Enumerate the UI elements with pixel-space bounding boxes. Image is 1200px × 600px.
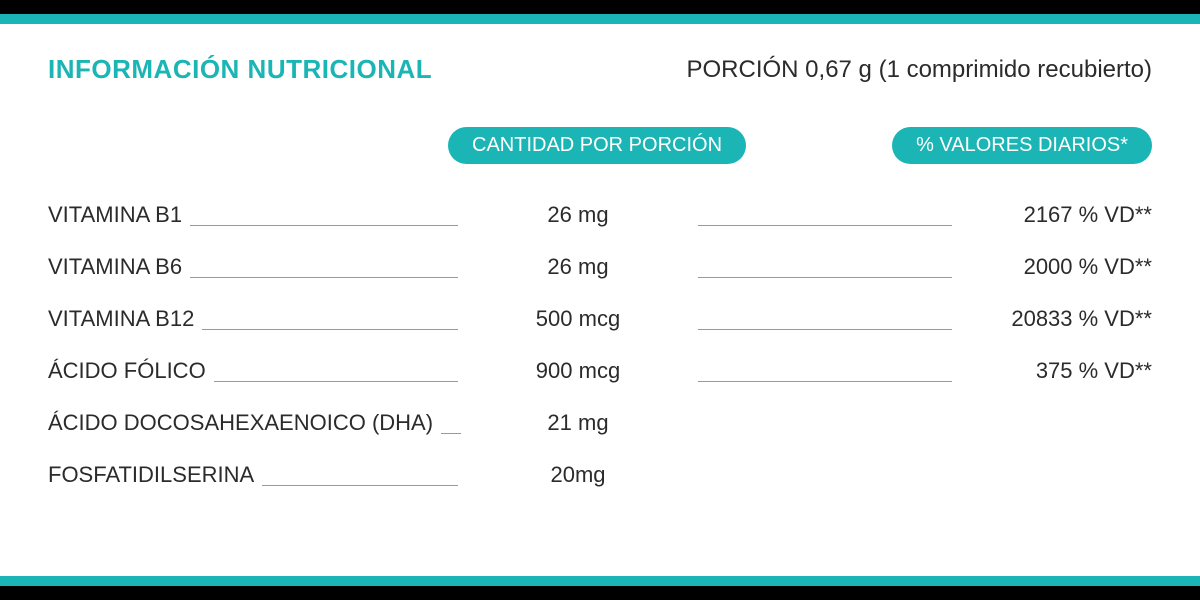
col3-wrap: 2000 % VD** — [698, 254, 1152, 284]
amount-value: 26 mg — [508, 202, 648, 232]
col3-wrap: 20833 % VD** — [698, 306, 1152, 336]
nutrient-name: VITAMINA B12 — [48, 306, 202, 336]
col2-wrap: 900 mcg — [458, 358, 698, 388]
content-area: INFORMACIÓN NUTRICIONAL PORCIÓN 0,67 g (… — [0, 24, 1200, 526]
top-teal-bar — [0, 14, 1200, 24]
col1-wrap: VITAMINA B1 — [48, 202, 458, 232]
col1-wrap: VITAMINA B6 — [48, 254, 458, 284]
table-row: VITAMINA B6 26 mg 2000 % VD** — [48, 246, 1152, 284]
table-row: VITAMINA B12 500 mcg 20833 % VD** — [48, 298, 1152, 336]
col1-wrap: ÁCIDO FÓLICO — [48, 358, 458, 388]
col1-wrap: FOSFATIDILSERINA — [48, 462, 458, 492]
bottom-bars — [0, 576, 1200, 600]
dv-value: 2000 % VD** — [952, 254, 1152, 284]
amount-header-pill: CANTIDAD POR PORCIÓN — [448, 127, 746, 164]
nutrient-name: VITAMINA B6 — [48, 254, 190, 284]
bottom-black-bar — [0, 586, 1200, 600]
leader-line — [698, 381, 952, 382]
leader-line — [262, 485, 458, 486]
col2-wrap: 26 mg — [458, 202, 698, 232]
leader-line — [190, 277, 458, 278]
nutrient-name: ÁCIDO DOCOSAHEXAENOICO (DHA) — [48, 410, 441, 440]
col2-wrap: 20mg — [458, 462, 698, 492]
top-black-bar — [0, 0, 1200, 14]
amount-value: 500 mcg — [508, 306, 648, 336]
col2-wrap: 26 mg — [458, 254, 698, 284]
col2-wrap: 500 mcg — [458, 306, 698, 336]
col3-wrap: 375 % VD** — [698, 358, 1152, 388]
amount-value: 900 mcg — [508, 358, 648, 388]
table-row: VITAMINA B1 26 mg 2167 % VD** — [48, 194, 1152, 232]
bottom-teal-bar — [0, 576, 1200, 586]
column-headers: CANTIDAD POR PORCIÓN % VALORES DIARIOS* — [48, 127, 1152, 164]
leader-line — [190, 225, 458, 226]
col3-wrap: 2167 % VD** — [698, 202, 1152, 232]
nutrient-name: VITAMINA B1 — [48, 202, 190, 232]
table-row: ÁCIDO FÓLICO 900 mcg 375 % VD** — [48, 350, 1152, 388]
dv-value: 20833 % VD** — [952, 306, 1152, 336]
leader-line — [698, 225, 952, 226]
header-row: INFORMACIÓN NUTRICIONAL PORCIÓN 0,67 g (… — [48, 54, 1152, 85]
title: INFORMACIÓN NUTRICIONAL — [48, 54, 432, 85]
nutrient-name: FOSFATIDILSERINA — [48, 462, 262, 492]
nutrient-name: ÁCIDO FÓLICO — [48, 358, 214, 388]
amount-value: 20mg — [508, 462, 648, 492]
table-row: ÁCIDO DOCOSAHEXAENOICO (DHA) 21 mg — [48, 402, 1152, 440]
col2-wrap: 21 mg — [458, 410, 698, 440]
dv-header-pill: % VALORES DIARIOS* — [892, 127, 1152, 164]
rows-container: VITAMINA B1 26 mg 2167 % VD** VITAMINA B6 26… — [48, 194, 1152, 492]
leader-line — [214, 381, 458, 382]
col1-wrap: ÁCIDO DOCOSAHEXAENOICO (DHA) — [48, 410, 458, 440]
amount-value: 21 mg — [508, 410, 648, 440]
dv-value: 375 % VD** — [952, 358, 1152, 388]
dv-value: 2167 % VD** — [952, 202, 1152, 232]
table-row: FOSFATIDILSERINA 20mg — [48, 454, 1152, 492]
portion-text: PORCIÓN 0,67 g (1 comprimido recubierto) — [687, 56, 1153, 84]
leader-line — [202, 329, 458, 330]
leader-line — [698, 277, 952, 278]
col1-wrap: VITAMINA B12 — [48, 306, 458, 336]
amount-value: 26 mg — [508, 254, 648, 284]
leader-line — [698, 329, 952, 330]
